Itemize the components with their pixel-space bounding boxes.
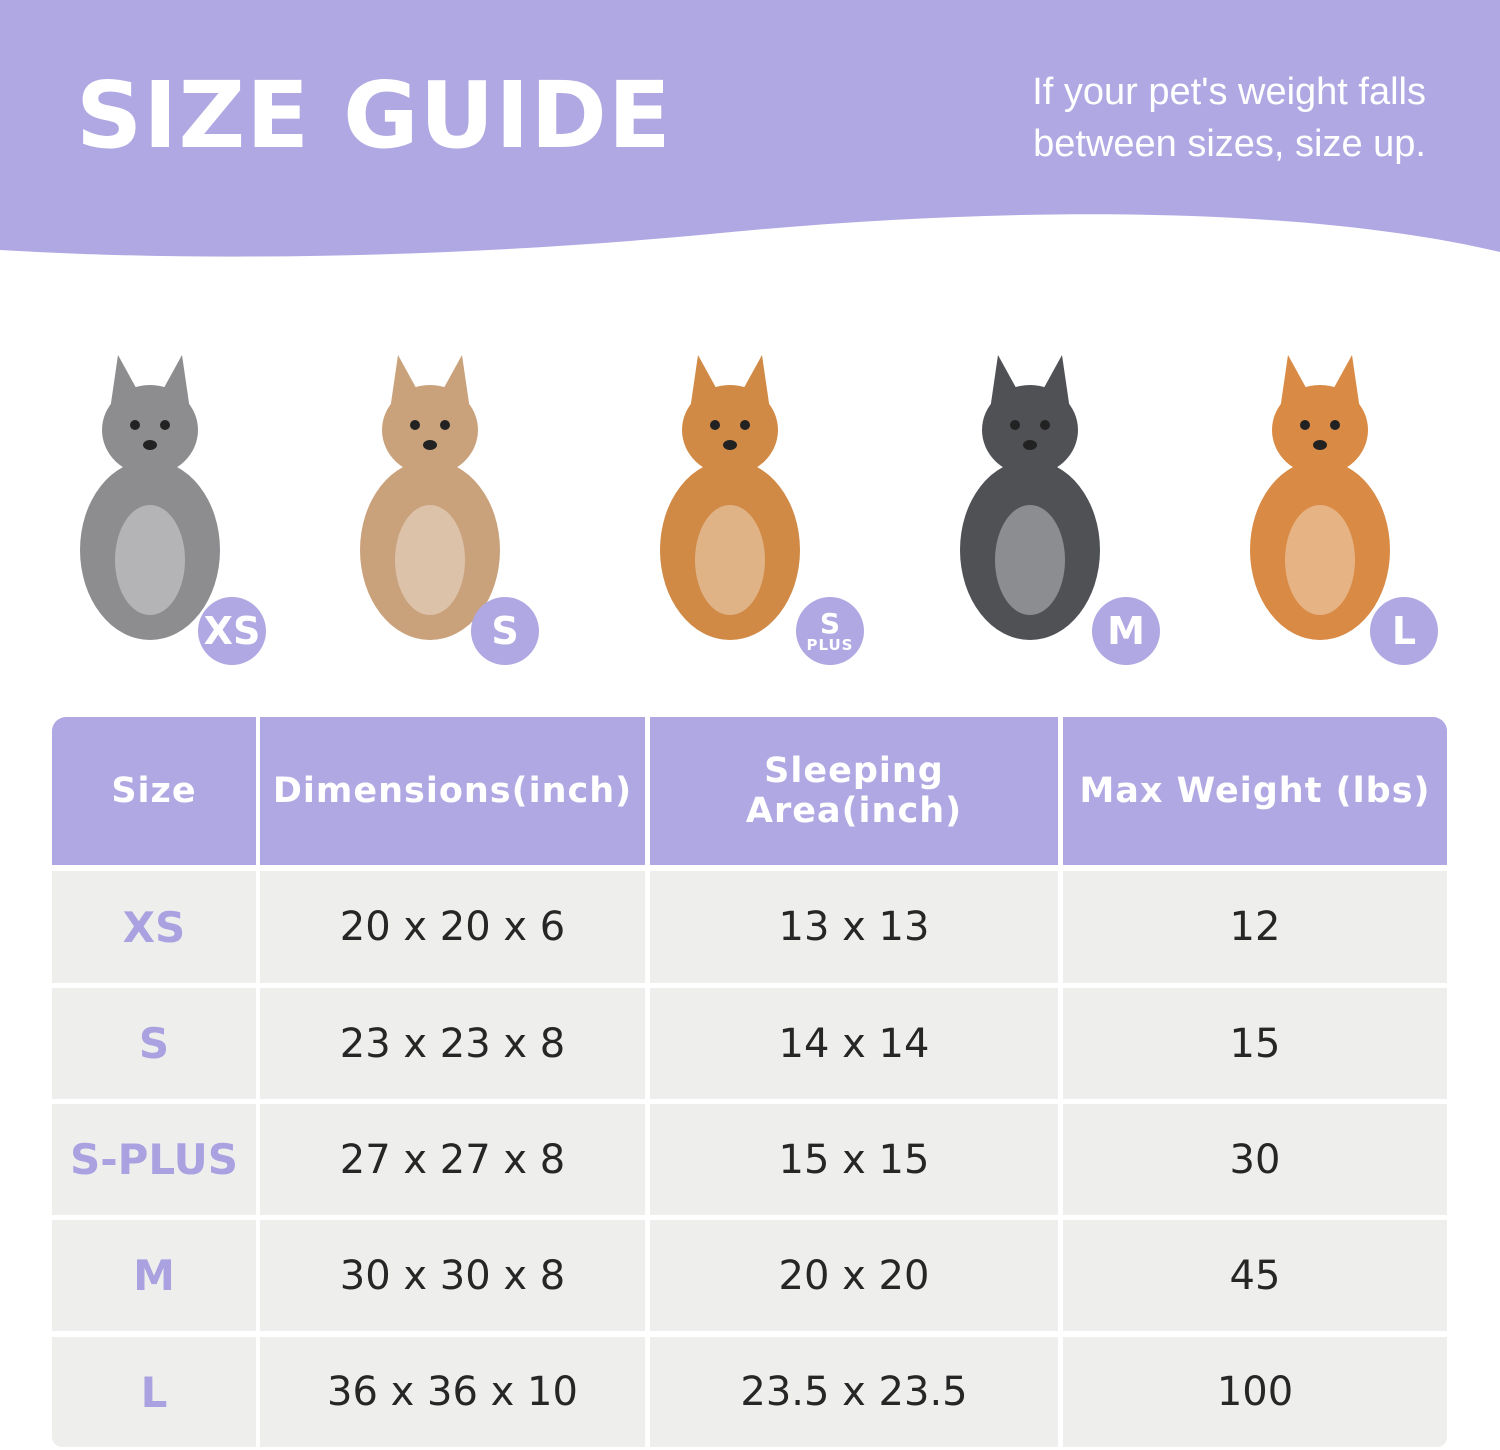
size-badge-label: L [1391, 609, 1417, 653]
table-cell: 20 x 20 [650, 1220, 1058, 1331]
table-cell-text: 45 [1229, 1252, 1281, 1299]
table-cell-text: 12 [1229, 904, 1281, 950]
page-title: SIZE GUIDE [76, 62, 672, 169]
table-cell: 12 [1063, 871, 1447, 983]
size-cell: S-PLUS [52, 1104, 256, 1215]
column-header-text: Dimensions(inch) [272, 771, 633, 811]
table-cell-text: 30 x 30 x 8 [339, 1252, 566, 1299]
table-cell: 30 [1063, 1104, 1447, 1215]
table-cell: 13 x 13 [650, 871, 1058, 983]
pet-image-chihuahua [320, 310, 540, 654]
size-cell-text: M [133, 1251, 175, 1300]
table-cell: 45 [1063, 1220, 1447, 1331]
column-header: Sleeping Area(inch) [650, 717, 1058, 865]
size-cell-text: S-PLUS [69, 1135, 239, 1184]
table-cell-text: 15 x 15 [778, 1136, 930, 1183]
pet-image-french-bulldog [920, 310, 1140, 654]
table-cell: 23 x 23 x 8 [260, 988, 645, 1099]
pet-image-pomeranian [620, 310, 840, 654]
size-badge-label: S [819, 606, 841, 640]
size-badge: XS [198, 597, 266, 665]
size-cell: M [52, 1220, 256, 1331]
size-badge: L [1370, 597, 1438, 665]
header-banner [0, 0, 1500, 257]
size-cell: L [52, 1337, 256, 1447]
table-cell-text: 27 x 27 x 8 [339, 1136, 566, 1183]
size-badge-label: M [1107, 609, 1145, 653]
column-header: Max Weight (lbs) [1063, 717, 1447, 865]
table-cell-text: 23 x 23 x 8 [339, 1020, 566, 1067]
size-cell-text: L [140, 1367, 168, 1417]
table-cell-text: 13 x 13 [778, 904, 930, 950]
table-cell: 27 x 27 x 8 [260, 1104, 645, 1215]
pet-image-cat [40, 310, 260, 654]
size-cell: XS [52, 871, 256, 983]
sizing-note-line-1: If your pet's weight falls [1032, 71, 1426, 113]
table-cell-text: 20 x 20 [778, 1252, 930, 1299]
table-cell: 30 x 30 x 8 [260, 1220, 645, 1331]
table-cell-text: 36 x 36 x 10 [327, 1369, 578, 1415]
size-badge: S [471, 597, 539, 665]
table-cell-text: 14 x 14 [778, 1020, 930, 1067]
column-header: Size [52, 717, 256, 865]
column-header-text: Size [111, 771, 197, 811]
table-cell: 100 [1063, 1337, 1447, 1447]
table-cell-text: 15 [1229, 1020, 1281, 1067]
table-cell: 15 x 15 [650, 1104, 1058, 1215]
table-cell-text: 20 x 20 x 6 [339, 904, 566, 950]
table-cell-text: 23.5 x 23.5 [740, 1369, 968, 1415]
size-cell: S [52, 988, 256, 1099]
table-cell: 14 x 14 [650, 988, 1058, 1099]
size-badge-sublabel: PLUS [806, 635, 854, 654]
sizing-note: If your pet's weight falls between sizes… [1032, 66, 1426, 170]
size-badge: M [1092, 597, 1160, 665]
pet-image-shiba-inu [1210, 310, 1430, 654]
column-header-text: Sleeping Area(inch) [745, 751, 963, 831]
table-cell-text: 100 [1216, 1369, 1294, 1415]
table-cell: 36 x 36 x 10 [260, 1337, 645, 1447]
column-header: Dimensions(inch) [260, 717, 645, 865]
size-badge-label: XS [203, 609, 261, 653]
size-cell-text: XS [122, 902, 186, 952]
table-cell: 23.5 x 23.5 [650, 1337, 1058, 1447]
table-cell: 20 x 20 x 6 [260, 871, 645, 983]
table-cell-text: 30 [1229, 1136, 1281, 1183]
size-badge-label: S [491, 609, 519, 653]
table-cell: 15 [1063, 988, 1447, 1099]
size-badge: S PLUS [796, 597, 864, 665]
sizing-note-line-2: between sizes, size up. [1033, 123, 1426, 165]
column-header-text: Max Weight (lbs) [1079, 771, 1431, 811]
size-cell-text: S [138, 1019, 170, 1068]
